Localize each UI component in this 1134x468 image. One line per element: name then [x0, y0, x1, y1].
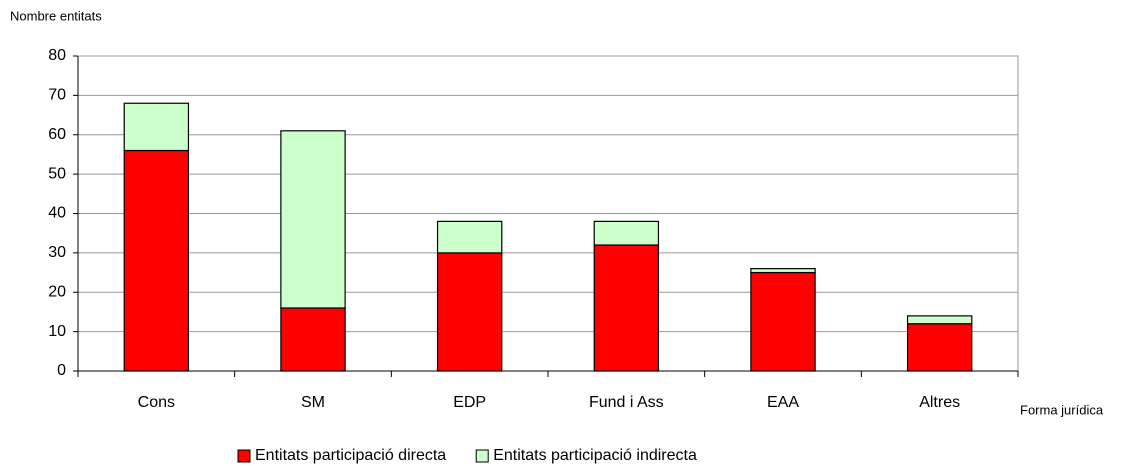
y-tick-label: 20	[48, 283, 66, 300]
legend-swatch	[237, 449, 251, 463]
legend-swatch	[475, 449, 489, 463]
legend-label: Entitats participació indirecta	[493, 447, 697, 464]
x-tick-label: Altres	[919, 394, 960, 411]
bar-segment	[123, 102, 190, 152]
y-tick-label: 40	[48, 205, 66, 222]
bar-segment	[750, 268, 816, 274]
x-tick-label: SM	[301, 394, 325, 411]
bar-segment	[436, 252, 503, 372]
bar-segment	[280, 307, 346, 372]
bar-segment	[280, 130, 346, 309]
x-tick-label: EDP	[453, 394, 486, 411]
y-tick-label: 10	[48, 323, 66, 340]
y-tick-label: 0	[57, 362, 66, 379]
y-axis-title: Nombre entitats	[10, 8, 102, 23]
y-tick-label: 70	[48, 87, 66, 104]
bar-segment	[906, 323, 973, 372]
x-tick-label: Fund i Ass	[589, 394, 664, 411]
bar-segment	[906, 315, 973, 325]
legend-label: Entitats participació directa	[255, 447, 446, 464]
bar-segment	[123, 149, 190, 372]
bar-segment	[750, 271, 816, 372]
bar-segment	[593, 220, 660, 246]
x-tick-label: Cons	[138, 394, 175, 411]
y-tick-label: 60	[48, 126, 66, 143]
y-tick-label: 80	[48, 47, 66, 64]
y-tick-label: 30	[48, 244, 66, 261]
x-axis-title: Forma jurídica	[1020, 402, 1104, 417]
bar-segment	[436, 220, 503, 254]
x-tick-label: EAA	[767, 394, 799, 411]
bar-segment	[593, 244, 660, 372]
y-tick-label: 50	[48, 165, 66, 182]
